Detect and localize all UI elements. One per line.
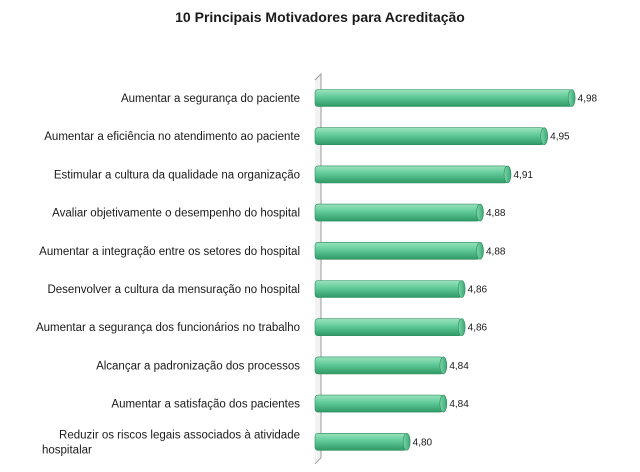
category-label: Reduzir os riscos legais associados à at… [42, 429, 300, 456]
bar-cap [439, 356, 448, 375]
bar [314, 318, 462, 337]
category-label: Aumentar a integração entre os setores d… [39, 246, 300, 258]
bar [314, 432, 407, 451]
bar [314, 203, 481, 222]
bar-cap [457, 318, 466, 337]
value-label: 4,88 [486, 246, 506, 257]
bar-cap [476, 242, 484, 260]
bar [314, 280, 462, 298]
bar-cap [567, 89, 576, 107]
bar-cap [402, 432, 411, 451]
bar-cap [476, 203, 484, 222]
bar-cap [503, 165, 512, 184]
bar [314, 242, 481, 260]
value-label: 4,95 [550, 132, 570, 143]
value-label: 4,84 [449, 361, 469, 372]
bar-cap [540, 127, 548, 145]
value-label: 4,86 [468, 285, 488, 296]
category-label: Aumentar a segurança dos funcionários no… [36, 322, 300, 334]
category-label: Aumentar a eficiência no atendimento ao … [44, 131, 300, 143]
bar-cap [457, 280, 466, 298]
category-label: Avaliar objetivamente o desempenho do ho… [52, 208, 300, 220]
value-label: 4,80 [413, 437, 433, 448]
value-label: 4,88 [486, 208, 506, 219]
chart-title: 10 Principais Motivadores para Acreditaç… [175, 9, 465, 25]
category-label: Estimular a cultura da qualidade na orga… [54, 169, 300, 181]
value-label: 4,98 [578, 94, 598, 105]
value-label: 4,86 [468, 323, 488, 334]
value-label: 4,91 [514, 170, 534, 181]
bar [314, 394, 444, 413]
bar-cap [439, 394, 448, 413]
category-label: Aumentar a satisfação dos pacientes [111, 399, 300, 411]
category-label: Aumentar a segurança do paciente [121, 93, 300, 105]
bar [314, 127, 545, 145]
bar [314, 356, 444, 375]
category-label: Alcançar a padronização dos processos [96, 360, 300, 372]
category-label: Desenvolver a cultura da mensuração no h… [47, 284, 300, 296]
value-label: 4,84 [449, 399, 469, 410]
bar [314, 165, 508, 184]
bar [314, 89, 572, 107]
